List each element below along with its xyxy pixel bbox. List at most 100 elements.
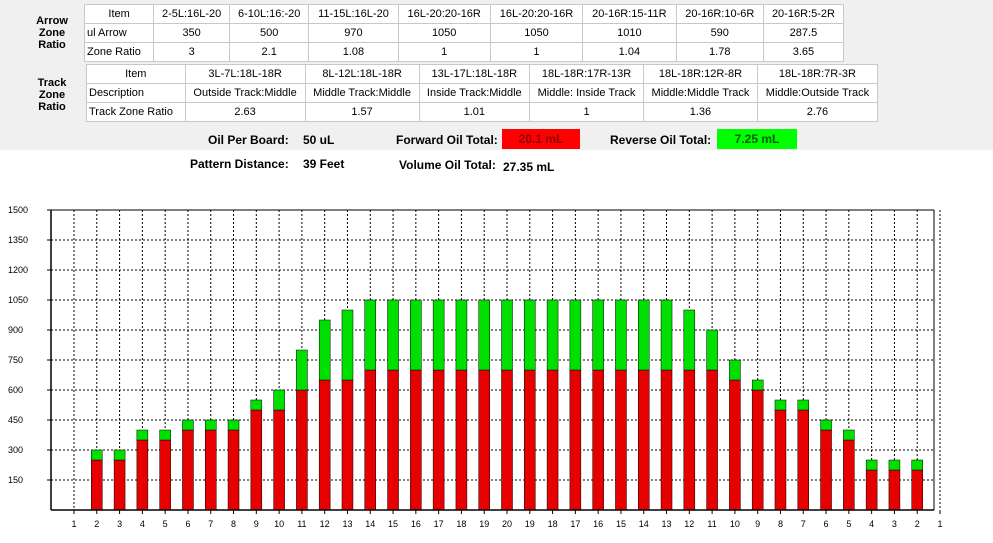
arrow-zone-header[interactable]: 16L-20:20-16R [489, 4, 584, 24]
x-tick-label: 17 [434, 519, 444, 529]
arrow-zone-table: Item 2-5L:16L-20 6-10L:16:-20 11-15L:16L… [83, 4, 845, 62]
track-zone-header[interactable]: 8L-12L:18L-18R [304, 64, 420, 84]
forward-oil-bar [911, 469, 923, 511]
arrow-zone-cell[interactable]: 1 [397, 42, 491, 62]
x-tick-label: 9 [254, 519, 259, 529]
forward-oil-bar [615, 369, 627, 511]
reverse-oil-bar [592, 299, 604, 371]
track-zone-header[interactable]: 3L-7L:18L-18R [184, 64, 306, 84]
arrow-zone-row-label[interactable]: ul Arrow [83, 23, 155, 43]
track-zone-cell[interactable]: Inside Track:Middle [418, 83, 531, 103]
track-zone-label-line-3: Ratio [38, 101, 66, 113]
arrow-zone-cell[interactable]: 287.5 [762, 23, 845, 43]
pattern-distance-value: 39 Feet [303, 157, 345, 171]
reverse-oil-bar [911, 459, 923, 471]
arrow-zone-cell[interactable]: 1.78 [675, 42, 764, 62]
track-zone-cell[interactable]: 1.36 [642, 102, 758, 122]
x-tick-label: 10 [274, 519, 284, 529]
track-zone-header-item[interactable]: Item [86, 64, 186, 84]
track-zone-cell[interactable]: Outside Track:Middle [184, 83, 306, 103]
track-zone-cell[interactable]: 1.01 [418, 102, 531, 122]
forward-oil-bar [569, 369, 582, 511]
x-tick-label: 16 [411, 519, 421, 529]
forward-oil-bar [751, 389, 764, 511]
x-tick-label: 15 [388, 519, 398, 529]
arrow-zone-header[interactable]: 16L-20:20-16R [397, 4, 491, 24]
track-zone-row-label[interactable]: Track Zone Ratio [86, 102, 186, 122]
arrow-zone-header[interactable]: 20-16R:10-6R [675, 4, 764, 24]
arrow-zone-cell[interactable]: 2.1 [228, 42, 310, 62]
forward-oil-total-label: Forward Oil Total: [396, 133, 498, 147]
reverse-oil-bar [364, 299, 377, 371]
arrow-zone-header[interactable]: 11-15L:16L-20 [308, 4, 399, 24]
track-zone-header[interactable]: 18L-18R:17R-13R [529, 64, 644, 84]
x-tick-label: 5 [163, 519, 168, 529]
arrow-zone-header[interactable]: 20-16R:5-2R [762, 4, 845, 24]
reverse-oil-bar [751, 379, 764, 391]
arrow-zone-label-line-3: Ratio [38, 39, 66, 51]
arrow-zone-cell[interactable]: 1.08 [308, 42, 399, 62]
forward-oil-bar [797, 409, 810, 511]
volume-oil-total-value: 27.35 mL [503, 160, 555, 174]
arrow-zone-row-label[interactable]: Zone Ratio [83, 42, 155, 62]
x-tick-label: 18 [456, 519, 466, 529]
arrow-zone-header[interactable]: 6-10L:16:-20 [228, 4, 310, 24]
forward-oil-bar [820, 429, 832, 511]
track-zone-header[interactable]: 13L-17L:18L-18R [418, 64, 531, 84]
reverse-oil-bar [318, 319, 331, 381]
track-zone-cell[interactable]: 1 [529, 102, 644, 122]
x-tick-label: 8 [231, 519, 236, 529]
arrow-zone-header[interactable]: 20-16R:15-11R [582, 4, 677, 24]
arrow-zone-cell[interactable]: 1010 [582, 23, 677, 43]
track-zone-cell[interactable]: 2.76 [756, 102, 879, 122]
arrow-zone-header-item[interactable]: Item [83, 4, 155, 24]
arrow-zone-cell[interactable]: 970 [308, 23, 399, 43]
forward-oil-bar [341, 379, 354, 511]
arrow-zone-header[interactable]: 2-5L:16L-20 [153, 4, 230, 24]
reverse-oil-bar [615, 299, 627, 371]
arrow-zone-cell[interactable]: 1050 [489, 23, 584, 43]
forward-oil-bar [546, 369, 559, 511]
arrow-zone-cell[interactable]: 3 [153, 42, 230, 62]
y-tick-label: 450 [8, 415, 23, 425]
x-tick-label: 8 [778, 519, 783, 529]
arrow-zone-cell[interactable]: 500 [228, 23, 310, 43]
forward-oil-bar [204, 429, 217, 511]
track-zone-cell[interactable]: Middle Track:Middle [304, 83, 420, 103]
track-zone-cell[interactable]: Middle:Middle Track [642, 83, 758, 103]
y-tick-label: 150 [8, 475, 23, 485]
arrow-zone-ul-row: ul Arrow 350 500 970 1050 1050 1010 590 … [83, 23, 845, 43]
track-zone-cell[interactable]: 1.57 [304, 102, 420, 122]
track-zone-header[interactable]: 18L-18R:12R-8R [642, 64, 758, 84]
track-zone-ratio-row: Track Zone Ratio 2.63 1.57 1.01 1 1.36 2… [86, 102, 879, 122]
track-zone-header-row: Item 3L-7L:18L-18R 8L-12L:18L-18R 13L-17… [86, 64, 879, 84]
x-tick-label: 1 [937, 519, 942, 529]
reverse-oil-bar [729, 359, 741, 381]
forward-oil-bar [91, 459, 103, 511]
y-tick-label: 1350 [8, 235, 28, 245]
track-zone-cell[interactable]: 2.63 [184, 102, 306, 122]
x-tick-label: 19 [525, 519, 535, 529]
arrow-zone-cell[interactable]: 1.04 [582, 42, 677, 62]
x-tick-label: 15 [616, 519, 626, 529]
arrow-zone-cell[interactable]: 350 [153, 23, 230, 43]
track-zone-cell[interactable]: Middle:Outside Track [756, 83, 879, 103]
reverse-oil-bar [569, 299, 582, 371]
x-tick-label: 20 [502, 519, 512, 529]
reverse-oil-bar [159, 429, 171, 441]
arrow-zone-cell[interactable]: 1 [489, 42, 584, 62]
reverse-oil-bar [524, 299, 536, 371]
x-tick-label: 6 [185, 519, 190, 529]
reverse-oil-bar [455, 299, 468, 371]
x-tick-label: 14 [365, 519, 375, 529]
arrow-zone-cell[interactable]: 590 [675, 23, 764, 43]
forward-oil-bar [296, 389, 308, 511]
track-zone-header[interactable]: 18L-18R:7R-3R [756, 64, 879, 84]
reverse-oil-bar [706, 329, 718, 371]
arrow-zone-label-line-1: Arrow [36, 15, 68, 27]
track-zone-cell[interactable]: Middle: Inside Track [529, 83, 644, 103]
track-zone-row-label[interactable]: Description [86, 83, 186, 103]
forward-oil-bar [501, 369, 513, 511]
arrow-zone-cell[interactable]: 3.65 [762, 42, 845, 62]
arrow-zone-cell[interactable]: 1050 [397, 23, 491, 43]
